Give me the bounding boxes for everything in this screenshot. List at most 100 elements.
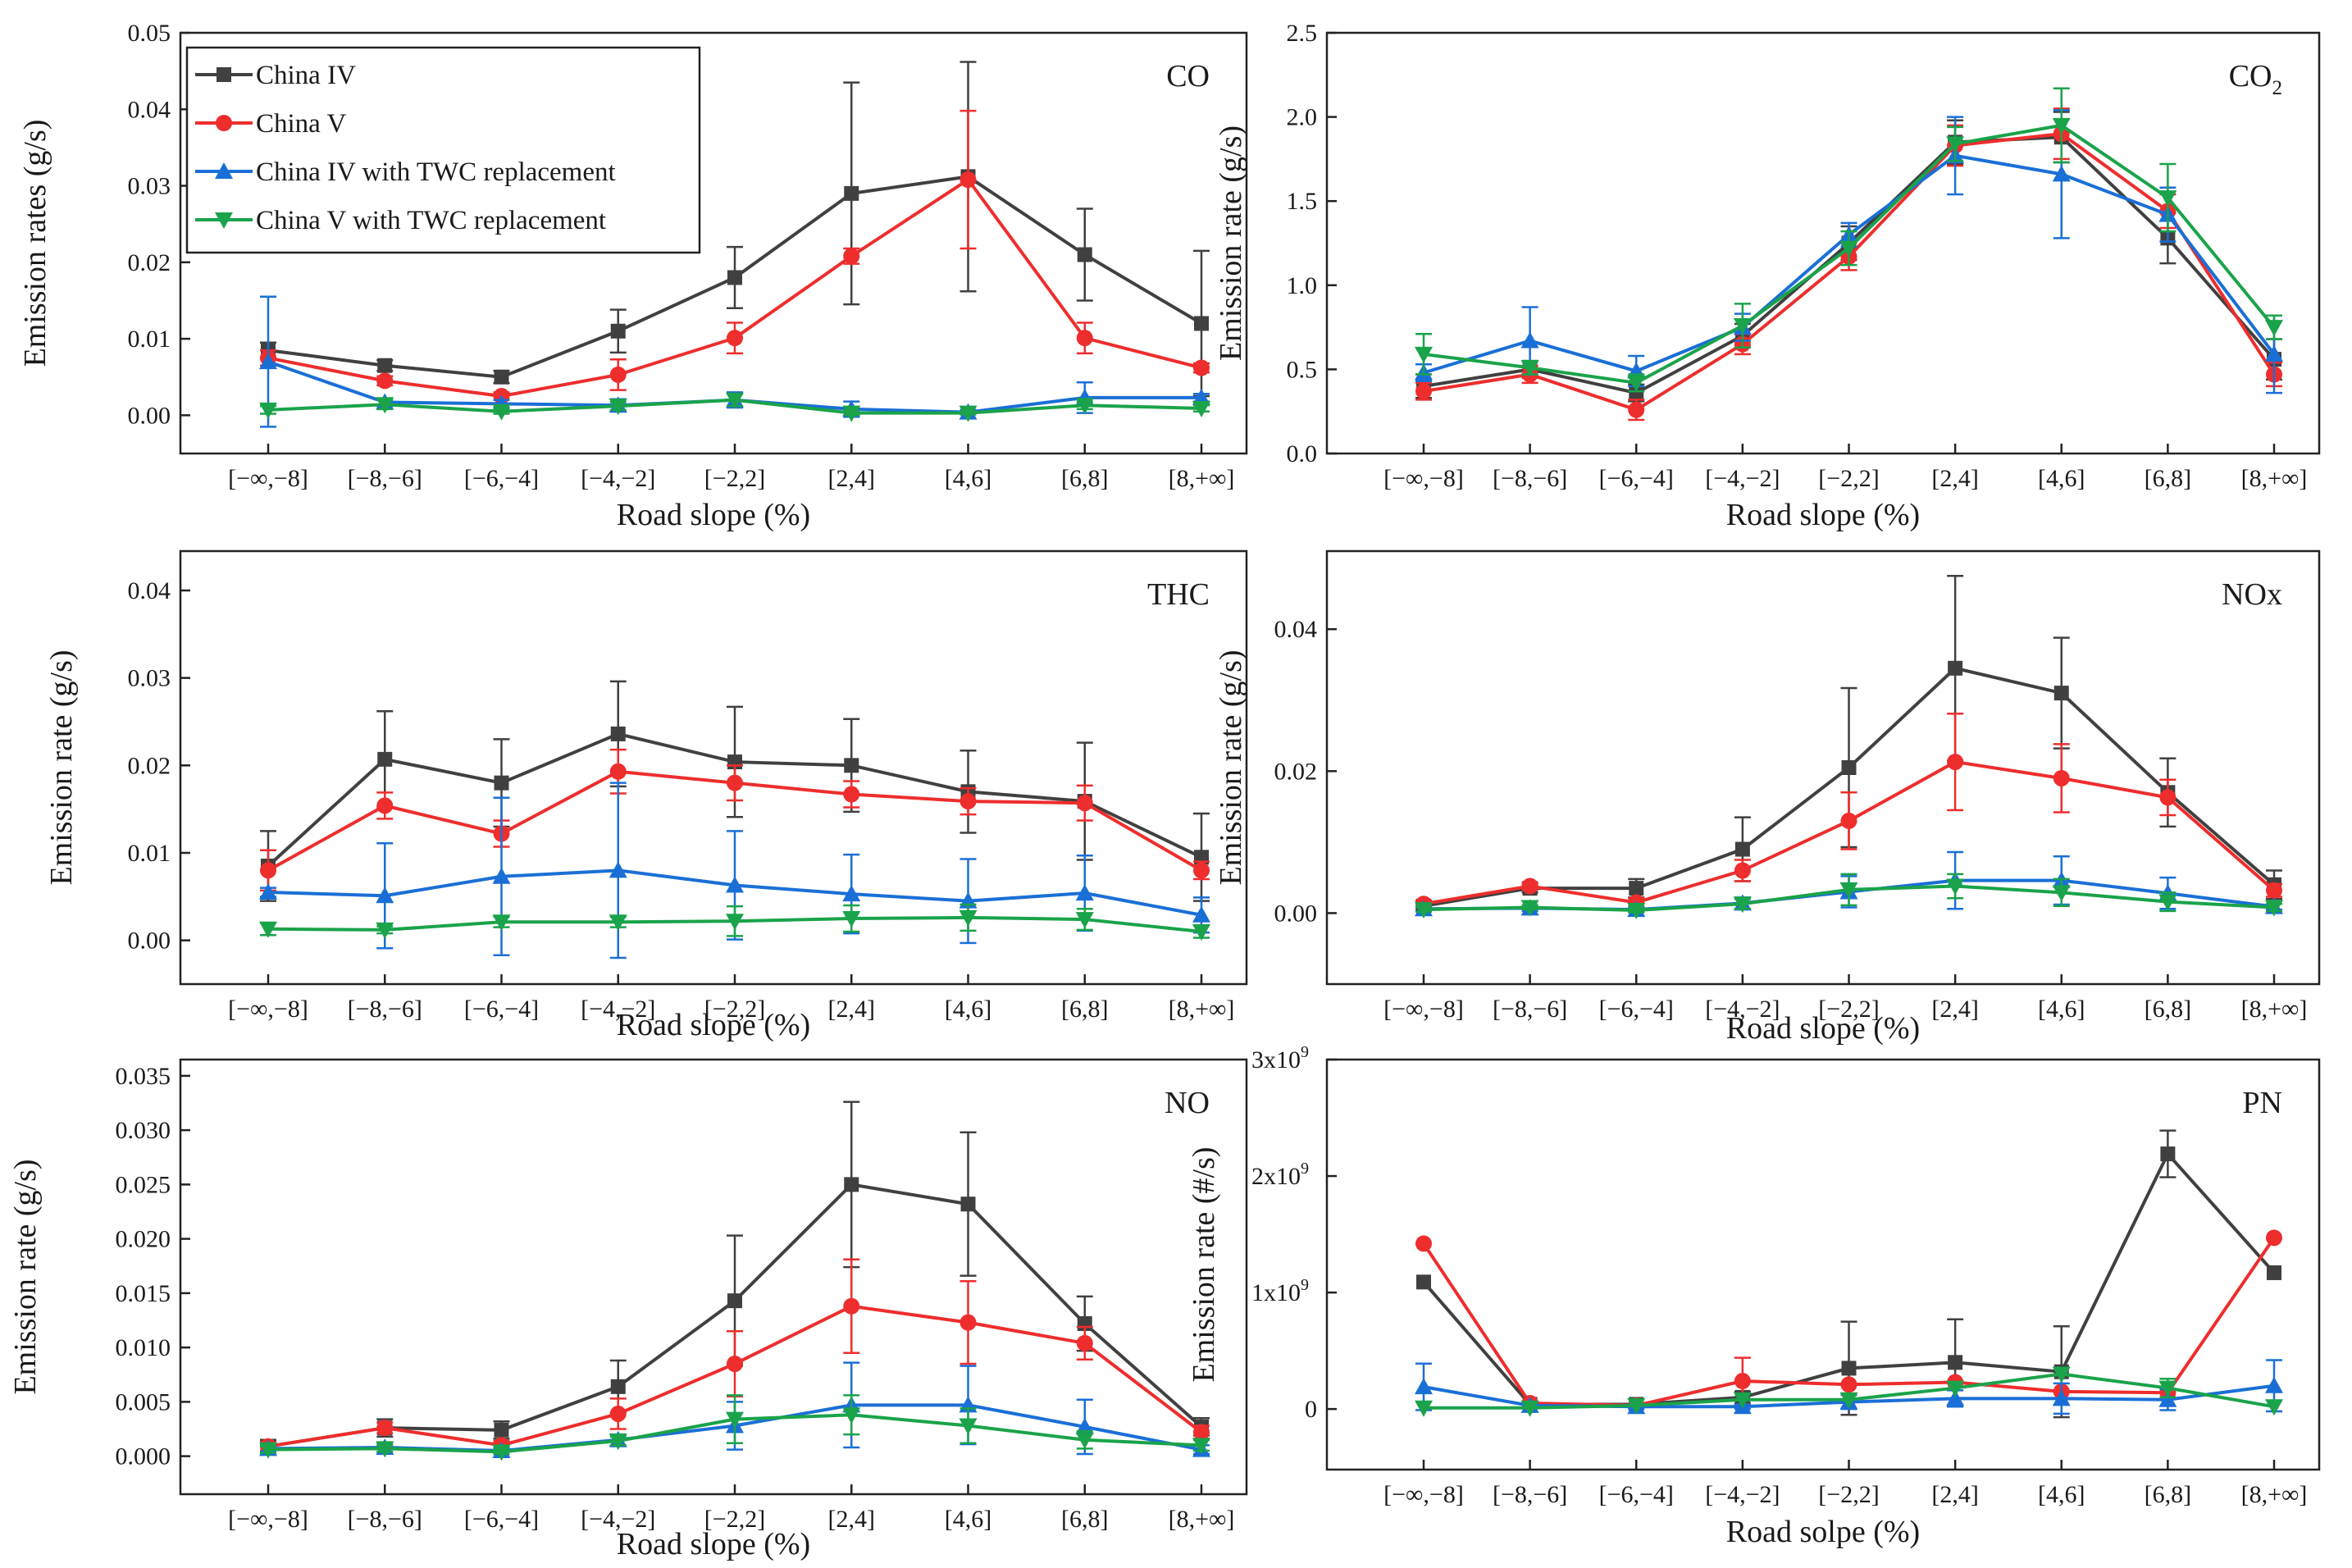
- data-point: [959, 171, 977, 189]
- data-point: [1192, 400, 1210, 417]
- legend-marker: [216, 115, 232, 131]
- data-point: [1839, 882, 1858, 899]
- plot-frame: [1325, 31, 2321, 455]
- plot-frame: [179, 1058, 1248, 1496]
- legend-label: China V: [256, 109, 346, 139]
- series-3: [259, 782, 1210, 959]
- data-point: [843, 1297, 860, 1315]
- x-tick-label: [−∞,−8]: [1383, 996, 1464, 1023]
- plot-frame: [1325, 1058, 2321, 1471]
- data-point: [609, 1405, 627, 1422]
- x-tick-label: [2,4]: [1931, 996, 1978, 1023]
- data-point: [1733, 896, 1752, 914]
- x-tick-label: [2,4]: [828, 465, 875, 492]
- x-tick-label: [8,+∞]: [2241, 1481, 2308, 1508]
- y-tick-label: 0: [1305, 1396, 1317, 1423]
- y-tick-label: 3x109: [1251, 1043, 1309, 1073]
- data-point: [2265, 900, 2283, 917]
- x-tick-label: [−8,−6]: [1493, 996, 1567, 1023]
- data-point: [1415, 346, 1433, 363]
- x-tick-label: [−∞,−8]: [228, 996, 308, 1023]
- data-point: [2265, 344, 2283, 362]
- data-point: [2158, 190, 2177, 207]
- legend-marker: [215, 162, 233, 179]
- x-tick-label: [2,4]: [828, 996, 875, 1023]
- data-point: [2265, 1376, 2283, 1393]
- series-2: [260, 748, 1210, 892]
- panel-no-chart: 0.000 0.005 0.010 0.015 0.020 0.025 0.030 0.035…: [8, 1058, 1248, 1561]
- data-point: [1628, 401, 1645, 418]
- data-point: [726, 914, 744, 931]
- data-point: [843, 786, 860, 803]
- x-tick-label: [6,8]: [2145, 1481, 2191, 1508]
- x-axis-label: Road slope (%): [1726, 498, 1920, 532]
- legend-marker: [217, 67, 231, 82]
- data-point: [959, 405, 978, 422]
- x-tick-label: [−8,−6]: [1493, 1481, 1567, 1508]
- x-axis-label: Road slope (%): [617, 498, 810, 532]
- data-point: [2265, 320, 2283, 337]
- x-tick-label: [−2,2]: [1818, 996, 1879, 1023]
- data-point: [2265, 1399, 2283, 1416]
- legend-label: China IV with TWC replacement: [256, 157, 616, 187]
- data-point: [844, 1177, 859, 1192]
- data-point: [1627, 902, 1646, 919]
- data-point: [959, 909, 978, 927]
- y-tick-label: 0.04: [1274, 616, 1318, 643]
- data-point: [844, 758, 859, 773]
- data-point: [1520, 360, 1539, 377]
- data-point: [1415, 1235, 1432, 1252]
- data-point: [2053, 769, 2070, 786]
- x-tick-label: [−4,−2]: [581, 465, 655, 492]
- panel-title-subscript: 2: [2272, 77, 2283, 99]
- data-point: [1415, 383, 1432, 400]
- data-point: [726, 392, 744, 409]
- data-point: [1734, 841, 1750, 857]
- data-point: [1946, 136, 1965, 153]
- x-tick-label: [8,+∞]: [2241, 465, 2308, 492]
- series-line: [1423, 132, 2276, 412]
- y-tick-label: 0.03: [128, 173, 171, 200]
- data-point: [960, 1197, 976, 1212]
- data-point: [1734, 862, 1751, 879]
- y-axis-label: Emission rate (g/s): [1214, 650, 1248, 885]
- data-point: [2052, 1389, 2071, 1406]
- data-point: [842, 405, 861, 422]
- data-point: [1520, 331, 1539, 349]
- y-tick-label: 1.5: [1287, 188, 1318, 215]
- y-axis-label: Emission rate (g/s): [1214, 125, 1248, 361]
- x-tick-label: [4,6]: [945, 1506, 991, 1533]
- data-point: [727, 270, 742, 285]
- x-tick-label: [4,6]: [2038, 996, 2085, 1023]
- y-tick-label: 0.01: [128, 840, 171, 867]
- data-point: [376, 1441, 394, 1458]
- y-tick-label: 0.010: [116, 1334, 171, 1361]
- data-point: [1840, 1376, 1857, 1393]
- series-2: [260, 1258, 1210, 1455]
- data-point: [259, 921, 277, 938]
- x-tick-label: [−6,−4]: [464, 1506, 539, 1533]
- series-4: [259, 1394, 1210, 1461]
- data-point: [376, 887, 394, 904]
- data-point: [492, 914, 511, 932]
- plot-frame: [179, 549, 1248, 986]
- y-tick-label: 2.0: [1287, 104, 1318, 131]
- y-tick-label: 0.02: [1274, 758, 1318, 785]
- x-tick-label: [−6,−4]: [1599, 1481, 1674, 1508]
- x-tick-label: [−4,−2]: [1705, 465, 1780, 492]
- data-point: [377, 751, 393, 767]
- data-point: [376, 922, 394, 939]
- y-tick-label: 0.035: [116, 1063, 171, 1090]
- data-point: [2159, 789, 2177, 806]
- data-point: [610, 323, 626, 339]
- x-tick-label: [4,6]: [2038, 465, 2085, 492]
- x-tick-label: [−2,2]: [1818, 1481, 1879, 1508]
- data-point: [1192, 388, 1210, 405]
- series-4: [259, 392, 1210, 422]
- y-tick-label: 1x109: [1251, 1276, 1309, 1306]
- panel-title: PN: [2242, 1086, 2282, 1120]
- data-point: [1075, 884, 1094, 901]
- y-tick-label: 0.000: [116, 1443, 171, 1470]
- data-point: [1193, 359, 1210, 376]
